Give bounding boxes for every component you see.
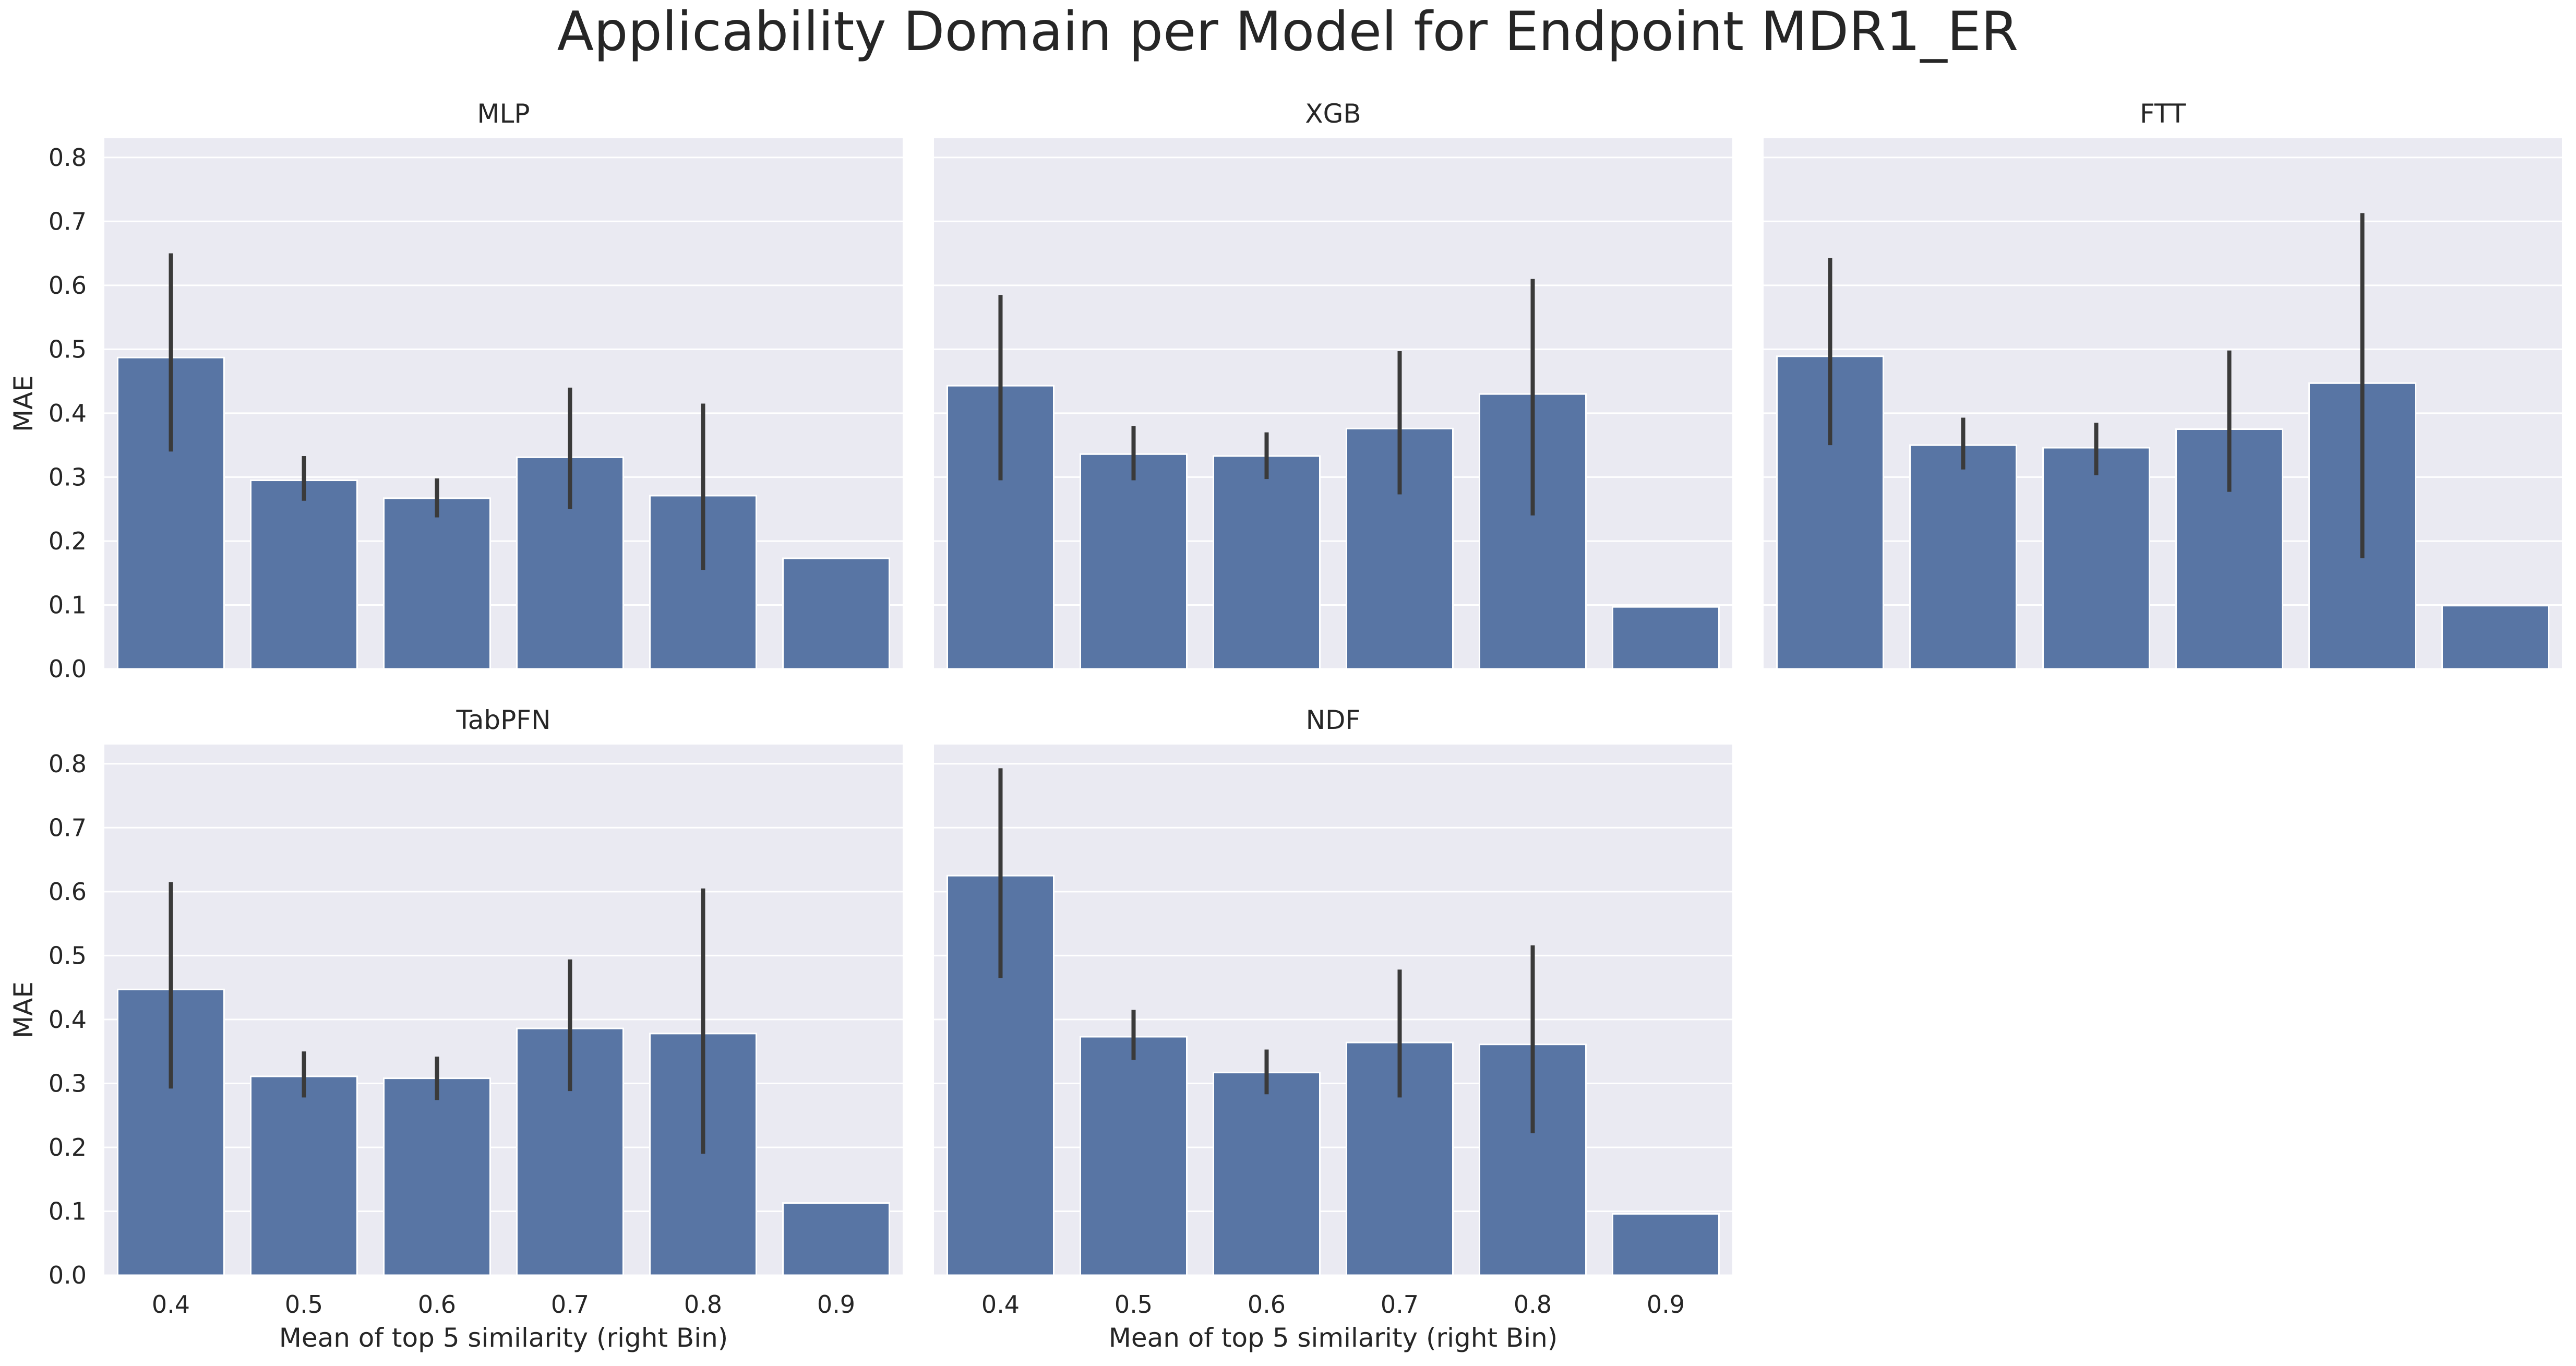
panel-background [104, 138, 903, 669]
y-tick-label: 0.7 [49, 207, 87, 235]
bar-0-6 [1213, 1072, 1321, 1276]
panel-title: MLP [477, 99, 530, 129]
y-tick-label: 0.2 [49, 1133, 87, 1161]
bar-0-5 [250, 1075, 358, 1276]
panel-title: FTT [2140, 99, 2186, 129]
panel-xgb: XGB [934, 99, 1732, 670]
y-tick-label: 0.4 [49, 399, 87, 427]
y-tick-label: 0.0 [49, 655, 87, 683]
x-tick-label: 0.6 [418, 1290, 456, 1319]
y-tick-label: 0.7 [49, 813, 87, 842]
x-tick-label: 0.9 [817, 1290, 855, 1319]
x-tick-label: 0.7 [1381, 1290, 1419, 1319]
panel-ftt: FTT [1764, 99, 2562, 670]
bar-0-9 [1612, 1213, 1720, 1276]
x-axis-label: Mean of top 5 similarity (right Bin) [279, 1323, 728, 1353]
bar-0-9 [782, 1202, 890, 1276]
bar-0-9 [782, 557, 890, 670]
bar-0-5 [1080, 1036, 1188, 1276]
x-tick-label: 0.9 [1647, 1290, 1685, 1319]
bar-0-6 [2042, 447, 2150, 670]
facet-grid: 0.0 0.1 0.2 0.3 0.4 0.5 0.6 0.7 0.8 MLP MAE XGB FTT 0… [8, 99, 2562, 1353]
x-tick-label: 0.5 [285, 1290, 323, 1319]
panel-tabpfn: 0.0 0.1 0.2 0.3 0.4 0.5 0.6 0.7 0.8 0.4 0.5 0.6 0.7 0… [8, 705, 903, 1353]
x-tick-label: 0.8 [684, 1290, 722, 1319]
panel-title: XGB [1305, 99, 1361, 129]
y-tick-label: 0.6 [49, 878, 87, 906]
y-axis-label: MAE [8, 981, 39, 1038]
x-tick-label: 0.8 [1514, 1290, 1552, 1319]
y-tick-label: 0.0 [49, 1261, 87, 1289]
y-tick-label: 0.1 [49, 591, 87, 619]
y-axis-label: MAE [8, 375, 39, 432]
panel-title: TabPFN [456, 705, 551, 735]
panel-ndf: 0.4 0.5 0.6 0.7 0.8 0.9 NDF Mean of top 5 simil… [934, 705, 1732, 1353]
y-tick-label: 0.5 [49, 941, 87, 969]
x-tick-label: 0.6 [1248, 1290, 1286, 1319]
bar-0-5 [250, 480, 358, 670]
panel-mlp: 0.0 0.1 0.2 0.3 0.4 0.5 0.6 0.7 0.8 MLP MAE [8, 99, 903, 683]
panel-title: NDF [1306, 705, 1361, 735]
y-tick-label: 0.2 [49, 527, 87, 555]
bar-0-5 [1080, 453, 1188, 670]
panel-background [1764, 138, 2562, 669]
y-tick-label: 0.5 [49, 335, 87, 363]
y-tick-label: 0.8 [49, 143, 87, 172]
y-tick-label: 0.3 [49, 463, 87, 491]
y-tick-label: 0.6 [49, 271, 87, 299]
bar-0-9 [2441, 605, 2549, 670]
y-tick-label: 0.3 [49, 1069, 87, 1097]
x-tick-label: 0.7 [551, 1290, 589, 1319]
x-axis-label: Mean of top 5 similarity (right Bin) [1109, 1323, 1558, 1353]
x-tick-label: 0.4 [981, 1290, 1020, 1319]
bar-0-6 [383, 1077, 491, 1276]
x-tick-label: 0.5 [1115, 1290, 1153, 1319]
panel-background [934, 745, 1732, 1275]
bar-0-9 [1612, 606, 1720, 670]
bar-0-6 [383, 497, 491, 670]
x-tick-label: 0.4 [152, 1290, 190, 1319]
y-tick-label: 0.8 [49, 750, 87, 778]
bar-0-5 [1909, 444, 2017, 670]
figure-title: Applicability Domain per Model for Endpo… [557, 1, 2019, 63]
bar-0-6 [1213, 455, 1321, 670]
y-tick-label: 0.1 [49, 1197, 87, 1225]
panel-background [934, 138, 1732, 669]
panel-background [104, 745, 903, 1275]
y-tick-label: 0.4 [49, 1005, 87, 1034]
